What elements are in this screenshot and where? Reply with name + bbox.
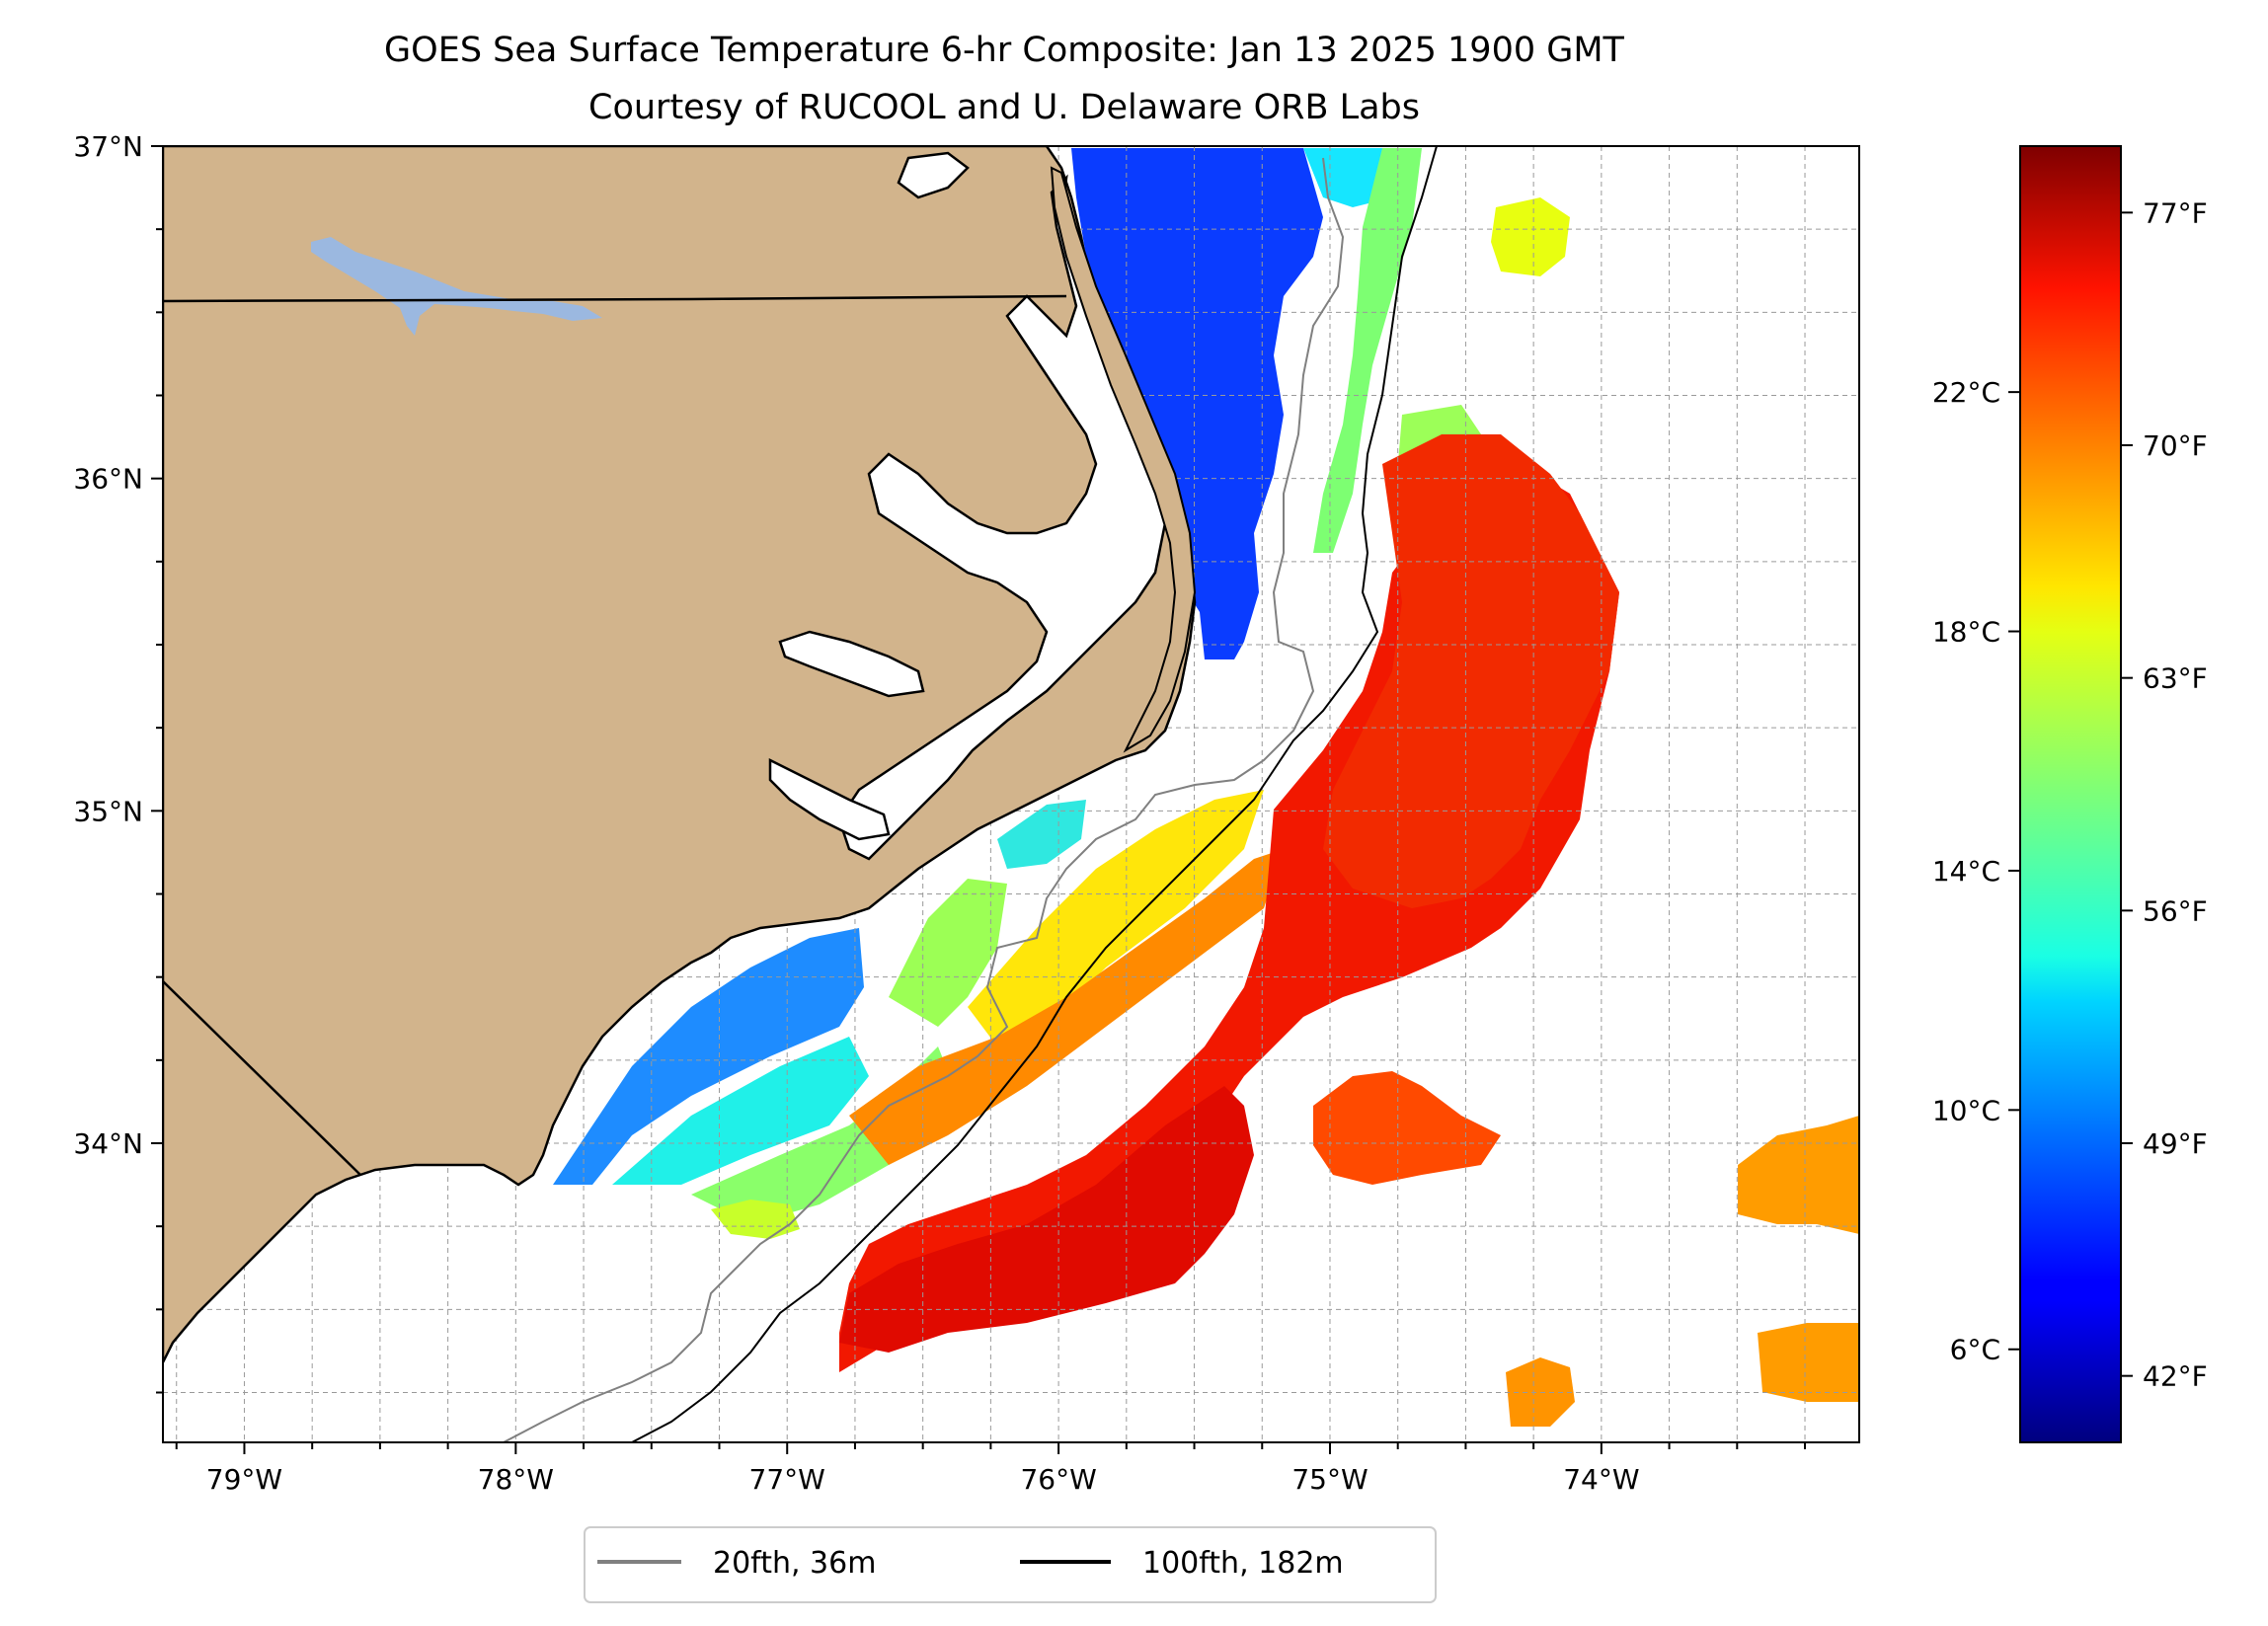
- lon-tick-label: 75°W: [1291, 1463, 1368, 1496]
- albemarle-inlet: [897, 151, 970, 199]
- legend-label-20fth: 20fth, 36m: [713, 1546, 876, 1581]
- sst-patch-sw-green: [691, 1046, 958, 1224]
- legend: 20fth, 36m 100fth, 182m: [584, 1526, 1437, 1603]
- colorbar-celsius-ticks: 6°C 10°C 14°C 18°C 22°C: [1932, 376, 2020, 1366]
- figure-title: GOES Sea Surface Temperature 6-hr Compos…: [384, 31, 1625, 70]
- sst-patch-mid-green: [889, 879, 1007, 1027]
- sst-patch-offshore-orangered: [1313, 1071, 1501, 1185]
- sst-patch-cyan-small: [997, 800, 1086, 869]
- kerr-lake: [311, 237, 602, 336]
- colorbar-fahrenheit-label: 49°F: [2143, 1127, 2208, 1160]
- contour-100fth: [631, 146, 1438, 1442]
- lon-tick-label: 78°W: [478, 1463, 554, 1496]
- colorbar-celsius-label: 22°C: [1932, 376, 2000, 409]
- lat-tick-label: 36°N: [73, 463, 143, 496]
- colorbar-fahrenheit-label: 77°F: [2143, 196, 2208, 229]
- sst-patch-lime-south: [711, 1200, 800, 1239]
- nc-sc-border: [163, 980, 361, 1176]
- colorbar-fahrenheit-ticks: 42°F 49°F 56°F 63°F 70°F 77°F: [2121, 196, 2208, 1393]
- lat-tick-label: 35°N: [73, 795, 143, 827]
- neuse-river: [768, 757, 891, 841]
- va-nc-border: [163, 294, 1067, 303]
- colorbar-celsius-label: 18°C: [1932, 616, 2000, 649]
- map-frame: [162, 145, 1860, 1443]
- latitude-axis: 37°N 36°N 35°N 34°N: [73, 130, 163, 1394]
- colorbar-fahrenheit-label: 42°F: [2143, 1360, 2208, 1393]
- legend-label-100fth: 100fth, 182m: [1142, 1546, 1344, 1581]
- colorbar-fahrenheit-label: 56°F: [2143, 894, 2208, 927]
- pamlico-sound: [837, 174, 1167, 861]
- sst-patch-yellow-band: [968, 790, 1264, 1046]
- colorbar-fahrenheit-label: 70°F: [2143, 429, 2208, 462]
- colorbar-celsius-label: 10°C: [1932, 1094, 2000, 1126]
- colorbar-fahrenheit-label: 63°F: [2143, 662, 2208, 695]
- sst-patch-se-orange: [1758, 1323, 1859, 1402]
- sst-patch-north-blue: [1071, 148, 1323, 659]
- sst-patch-yellow-blob: [1491, 197, 1570, 276]
- figure-subtitle: Courtesy of RUCOOL and U. Delaware ORB L…: [588, 88, 1420, 127]
- sst-patch-east-orange: [1738, 1116, 1859, 1234]
- colorbar-celsius-label: 6°C: [1950, 1334, 2000, 1366]
- lon-tick-label: 74°W: [1563, 1463, 1639, 1496]
- lat-tick-label: 34°N: [73, 1127, 143, 1160]
- sst-patch-red-lower: [839, 1086, 1254, 1353]
- lon-tick-label: 77°W: [749, 1463, 825, 1496]
- contour-20fth: [503, 157, 1345, 1442]
- sst-patch-sw-cyan: [612, 1037, 869, 1185]
- lon-tick-label: 79°W: [206, 1463, 282, 1496]
- sst-patch-nshelf-green: [1313, 148, 1422, 553]
- legend-box: [584, 1526, 1437, 1603]
- map-area: [163, 146, 1859, 1442]
- colorbar: 6°C 10°C 14°C 18°C 22°C 42°F 49°F 56°F 63°F 70°F…: [1932, 145, 2208, 1443]
- longitude-axis: 79°W 78°W 77°W 76°W 75°W 74°W: [175, 1442, 1807, 1496]
- sst-patch-orange-band: [849, 849, 1284, 1165]
- lon-tick-label: 76°W: [1020, 1463, 1096, 1496]
- colorbar-gradient: [2019, 145, 2122, 1443]
- outer-banks: [1050, 166, 1197, 753]
- colorbar-celsius-label: 14°C: [1932, 855, 2000, 888]
- lat-tick-label: 37°N: [73, 130, 143, 163]
- pamlico-river: [778, 630, 925, 698]
- sst-patch-sw-blue: [553, 928, 864, 1185]
- sst-patch-red-upper: [1323, 434, 1619, 908]
